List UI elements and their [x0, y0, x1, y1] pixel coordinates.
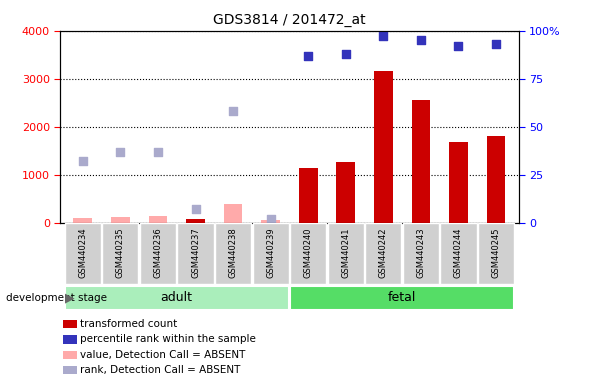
Text: GSM440239: GSM440239: [266, 228, 275, 278]
Point: [78, 158, 87, 164]
Bar: [411, 100, 431, 223]
Text: GSM440237: GSM440237: [191, 228, 200, 278]
Text: GSM440234: GSM440234: [78, 228, 87, 278]
Bar: [299, 167, 318, 223]
Point: [191, 206, 200, 212]
Bar: [336, 162, 355, 223]
Point: [491, 41, 501, 47]
Title: GDS3814 / 201472_at: GDS3814 / 201472_at: [213, 13, 366, 27]
Text: ▶: ▶: [65, 291, 74, 304]
Bar: [290, 286, 514, 310]
Point: [266, 216, 276, 222]
Bar: [487, 136, 505, 223]
Text: value, Detection Call = ABSENT: value, Detection Call = ABSENT: [80, 350, 245, 360]
Text: GSM440240: GSM440240: [304, 228, 313, 278]
Point: [229, 108, 238, 114]
Bar: [261, 220, 280, 223]
Bar: [65, 223, 101, 284]
Text: fetal: fetal: [388, 291, 416, 304]
Bar: [403, 223, 439, 284]
Point: [303, 53, 313, 59]
Bar: [140, 223, 176, 284]
Bar: [374, 71, 393, 223]
Text: GSM440243: GSM440243: [417, 228, 425, 278]
Bar: [103, 223, 139, 284]
Point: [379, 33, 388, 40]
Text: GSM440242: GSM440242: [379, 228, 388, 278]
Bar: [253, 223, 289, 284]
Point: [116, 149, 125, 155]
Text: rank, Detection Call = ABSENT: rank, Detection Call = ABSENT: [80, 365, 241, 375]
Bar: [111, 217, 130, 223]
Bar: [440, 223, 476, 284]
Bar: [224, 204, 242, 223]
Text: GSM440245: GSM440245: [491, 228, 500, 278]
Bar: [74, 218, 92, 223]
Bar: [186, 219, 205, 223]
Point: [341, 51, 350, 57]
Text: adult: adult: [161, 291, 193, 304]
Point: [416, 37, 426, 43]
Text: development stage: development stage: [6, 293, 107, 303]
Bar: [365, 223, 402, 284]
Text: GSM440238: GSM440238: [229, 228, 238, 278]
Text: GSM440241: GSM440241: [341, 228, 350, 278]
Bar: [290, 223, 326, 284]
Bar: [177, 223, 213, 284]
Bar: [148, 217, 168, 223]
Text: transformed count: transformed count: [80, 319, 177, 329]
Bar: [478, 223, 514, 284]
Text: GSM440244: GSM440244: [454, 228, 463, 278]
Bar: [449, 142, 468, 223]
Bar: [215, 223, 251, 284]
Bar: [65, 286, 289, 310]
Point: [453, 43, 463, 49]
Text: percentile rank within the sample: percentile rank within the sample: [80, 334, 256, 344]
Text: GSM440236: GSM440236: [154, 228, 162, 278]
Point: [153, 149, 163, 155]
Bar: [328, 223, 364, 284]
Text: GSM440235: GSM440235: [116, 228, 125, 278]
